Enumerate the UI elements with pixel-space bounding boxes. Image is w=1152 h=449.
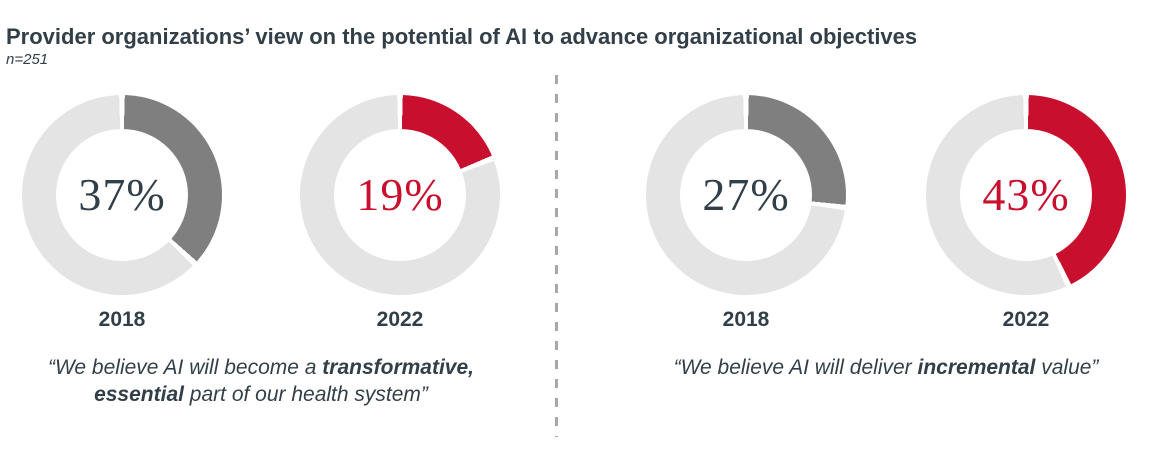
- year-label: 2018: [98, 308, 146, 331]
- panel-incremental: 27% 43% 2018 2022 “We believe AI will de…: [558, 95, 1152, 408]
- donut-percent-label: 43%: [982, 169, 1070, 220]
- year-labels-right: 2018 2022: [646, 308, 1126, 332]
- donut-pair-left: 37% 19%: [22, 95, 500, 295]
- quote-transformative: “We believe AI will become a transformat…: [47, 356, 474, 406]
- donut-hole: 43%: [960, 129, 1092, 261]
- donut-chart-left-2018: 37%: [22, 95, 222, 295]
- donut-hole: 27%: [680, 129, 812, 261]
- year-label: 2022: [376, 308, 424, 331]
- donut-group-left: 37% 19% 2018 2022 “We believe AI will be…: [22, 95, 500, 408]
- dashed-divider: [555, 75, 558, 437]
- donut-hole: 37%: [56, 129, 188, 261]
- donut-percent-label: 19%: [356, 169, 444, 220]
- donut-chart-right-2022: 43%: [926, 95, 1126, 295]
- donut-percent-label: 37%: [78, 169, 166, 220]
- year-label: 2018: [722, 308, 770, 331]
- chart-title: Provider organizations’ view on the pote…: [6, 24, 918, 49]
- donut-chart-left-2022: 19%: [300, 95, 500, 295]
- donut-hole: 19%: [334, 129, 466, 261]
- donut-pair-right: 27% 43%: [646, 95, 1126, 295]
- donut-chart-right-2018: 27%: [646, 95, 846, 295]
- donut-group-right: 27% 43% 2018 2022 “We believe AI will de…: [646, 95, 1126, 381]
- year-label: 2022: [1002, 308, 1050, 331]
- chart-content: 37% 19% 2018 2022 “We believe AI will be…: [0, 95, 1152, 408]
- quote-incremental: “We believe AI will deliver incremental …: [673, 356, 1099, 379]
- year-labels-left: 2018 2022: [22, 308, 500, 332]
- panel-transformative: 37% 19% 2018 2022 “We believe AI will be…: [0, 95, 558, 408]
- sample-size-label: n=251: [6, 51, 49, 68]
- chart-header: Provider organizations’ view on the pote…: [0, 0, 1152, 69]
- donut-percent-label: 27%: [702, 169, 790, 220]
